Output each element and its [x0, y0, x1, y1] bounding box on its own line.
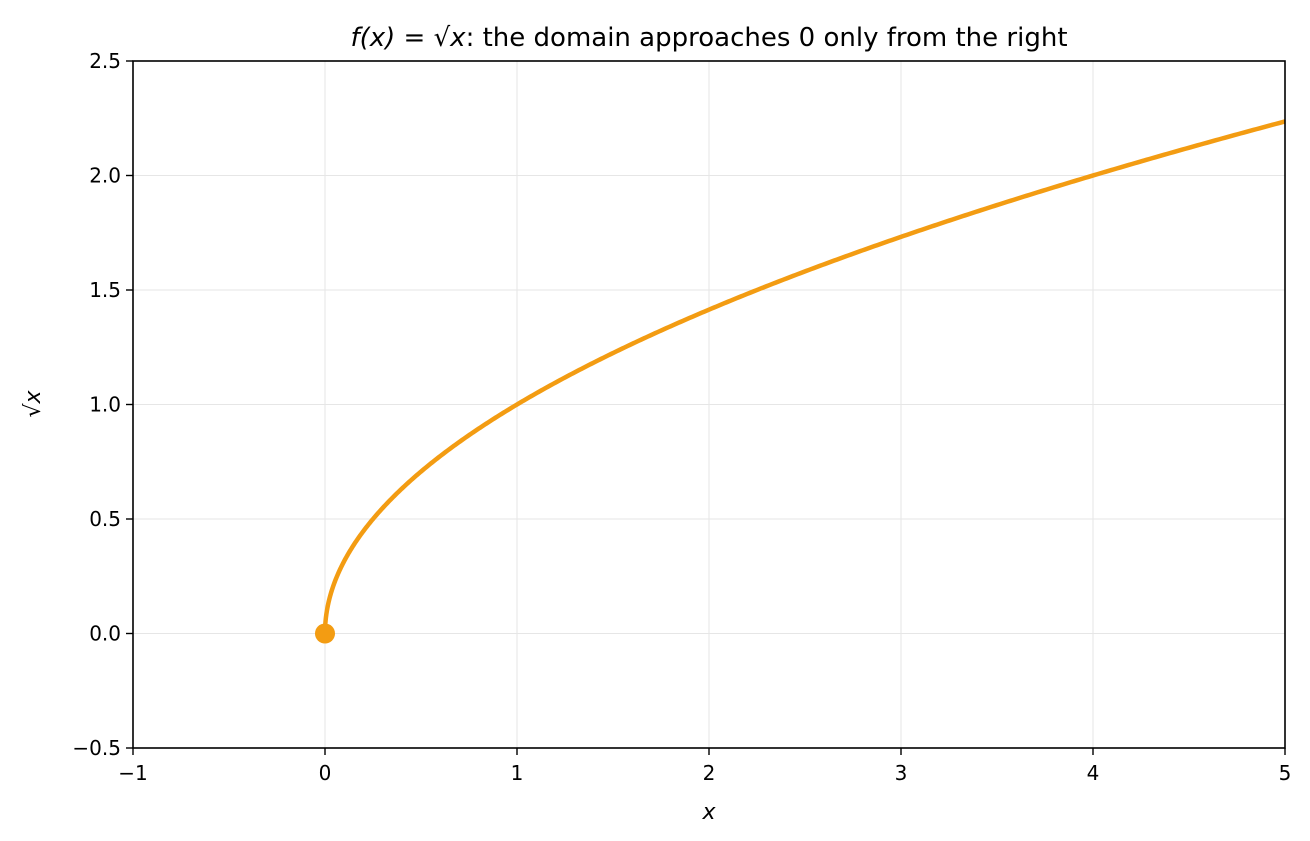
chart-title-text: : the domain approaches 0 only from the …	[466, 23, 1068, 53]
y-axis-label: √x	[21, 390, 46, 418]
sqrt-curve	[322, 119, 1286, 635]
grid-lines	[132, 60, 1286, 749]
chart-title: f(x) = √x: the domain approaches 0 only …	[350, 23, 1067, 53]
y-tick-label: 0.0	[89, 622, 121, 646]
y-tick-label: 2.0	[89, 164, 121, 188]
chart-title-formula: f(x) = √x	[350, 23, 466, 53]
y-axis-ticks: −0.5 0.0 0.5 1.0 1.5 2.0 2.5	[72, 49, 133, 760]
y-tick-label: 0.5	[89, 507, 121, 531]
x-tick-label: 1	[511, 761, 524, 785]
x-axis-ticks: −1 0 1 2 3 4 5	[118, 748, 1291, 785]
plot-area	[315, 119, 1286, 644]
y-tick-label: −0.5	[72, 736, 121, 760]
x-tick-label: 0	[319, 761, 332, 785]
x-tick-label: 4	[1087, 761, 1100, 785]
x-tick-label: 3	[895, 761, 908, 785]
endpoint-marker	[315, 623, 335, 644]
y-tick-label: 2.5	[89, 49, 121, 73]
y-tick-label: 1.0	[89, 393, 121, 417]
y-tick-label: 1.5	[89, 278, 121, 302]
x-tick-label: 5	[1279, 761, 1292, 785]
x-tick-label: −1	[118, 761, 147, 785]
x-axis-label: x	[701, 800, 716, 825]
x-tick-label: 2	[703, 761, 716, 785]
